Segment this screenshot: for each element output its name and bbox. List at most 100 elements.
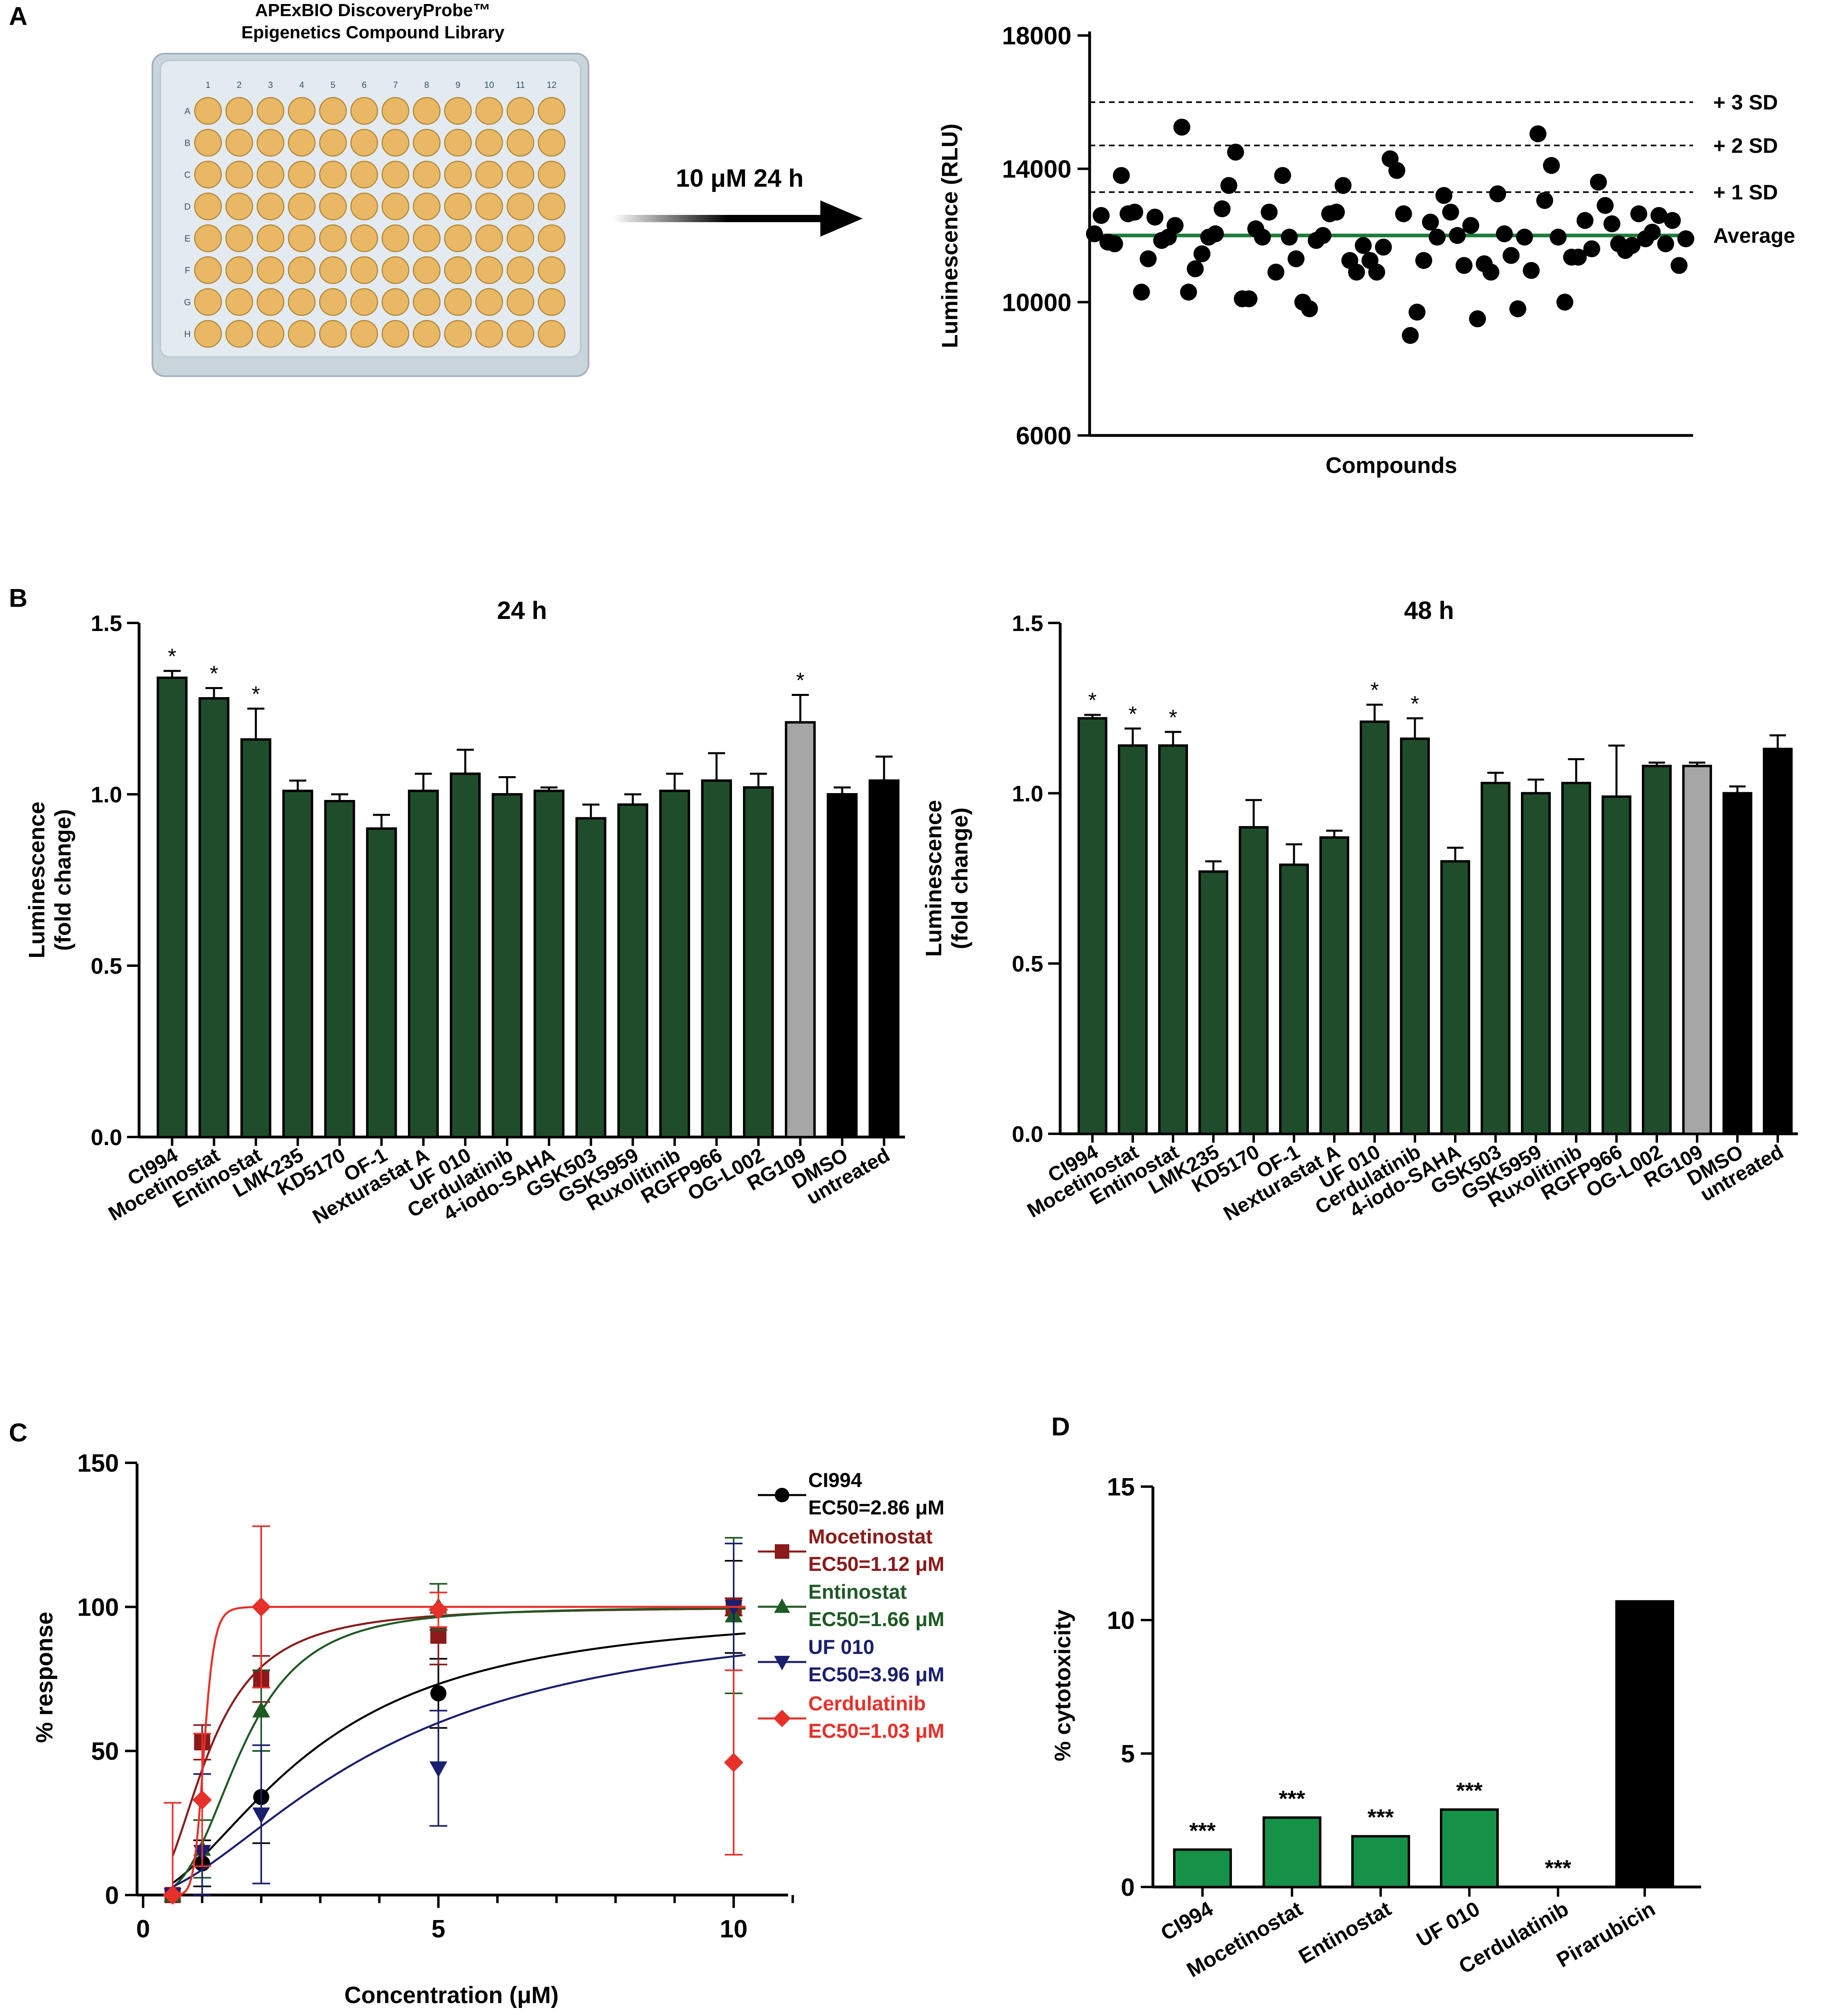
plate-well bbox=[225, 224, 253, 252]
data-point bbox=[1469, 310, 1486, 327]
data-point bbox=[1442, 204, 1459, 221]
data-point bbox=[252, 1807, 270, 1824]
plate-well bbox=[350, 256, 378, 284]
data-point bbox=[1422, 213, 1439, 231]
plate-well bbox=[381, 320, 410, 348]
plate-well bbox=[475, 97, 503, 125]
legend-name: Entinostat bbox=[808, 1581, 907, 1603]
data-point bbox=[1502, 247, 1520, 264]
plate-well bbox=[256, 192, 285, 221]
data-point bbox=[1106, 235, 1123, 252]
bar bbox=[491, 793, 523, 1138]
data-point bbox=[1193, 245, 1211, 262]
data-point bbox=[1677, 230, 1694, 248]
bar bbox=[868, 779, 900, 1138]
plate-well bbox=[319, 97, 347, 125]
panel-label-a: A bbox=[9, 2, 27, 31]
x-tick-label: Entinostat bbox=[1295, 1897, 1395, 1968]
data-point bbox=[1603, 215, 1621, 233]
legend-ec50: EC50=1.66 μM bbox=[808, 1608, 944, 1631]
y-tick-label: 50 bbox=[91, 1738, 119, 1766]
chart-title: 24 h bbox=[497, 597, 547, 625]
data-point bbox=[1435, 187, 1452, 204]
bar bbox=[1400, 737, 1430, 1135]
y-tick-label: 15 bbox=[1107, 1473, 1135, 1501]
plate-well bbox=[506, 129, 535, 157]
plate-well bbox=[413, 320, 441, 348]
reference-line-label: + 2 SD bbox=[1713, 134, 1778, 158]
data-point bbox=[1583, 240, 1600, 258]
plate-well bbox=[475, 320, 503, 348]
data-point bbox=[1408, 304, 1426, 321]
legend: CI994 EC50=2.86 μM Mocetinostat EC50=1.12 μ… bbox=[758, 1469, 944, 1742]
plate-well bbox=[538, 224, 566, 252]
plate-row-label: C bbox=[184, 170, 191, 180]
bar bbox=[449, 773, 481, 1138]
bar bbox=[743, 786, 774, 1138]
data-point bbox=[1086, 225, 1103, 242]
data-point bbox=[252, 1701, 270, 1718]
plate-well bbox=[444, 320, 472, 348]
bar bbox=[1158, 744, 1188, 1135]
y-axis-title: % cytotoxicity bbox=[1050, 1610, 1075, 1762]
data-point bbox=[1449, 227, 1466, 244]
chart-title: 48 h bbox=[1404, 597, 1454, 625]
bar bbox=[1351, 1835, 1410, 1889]
plate-well bbox=[444, 224, 472, 252]
data-point bbox=[1623, 237, 1641, 254]
plate-well bbox=[475, 224, 503, 252]
legend-name: CI994 bbox=[808, 1469, 862, 1491]
legend-ec50: EC50=1.03 μM bbox=[808, 1720, 944, 1742]
significance-label: *** bbox=[1545, 1855, 1571, 1881]
plate-well bbox=[256, 160, 285, 189]
data-point bbox=[1670, 257, 1688, 274]
y-axis-title-line1: Luminescence bbox=[921, 800, 946, 957]
plate-well bbox=[475, 129, 503, 157]
plate-well bbox=[194, 160, 222, 189]
bar bbox=[1481, 781, 1510, 1135]
plate-well bbox=[381, 256, 410, 284]
plate-title-line1: APExBIO DiscoveryProbe™ bbox=[255, 0, 491, 20]
legend-name: Cerdulatinib bbox=[808, 1692, 926, 1715]
y-tick-label: 0.0 bbox=[1012, 1121, 1043, 1147]
data-point bbox=[1455, 257, 1473, 274]
plate-well bbox=[475, 256, 503, 284]
significance-label: *** bbox=[1367, 1804, 1394, 1830]
plate-well bbox=[475, 288, 503, 316]
bar bbox=[366, 827, 397, 1138]
bar bbox=[198, 697, 230, 1138]
x-axis-title: Compounds bbox=[1325, 452, 1457, 478]
legend-name: UF 010 bbox=[808, 1636, 874, 1658]
y-tick-label: 0.0 bbox=[91, 1125, 122, 1150]
plate-well bbox=[319, 256, 347, 284]
plate-col-label: 3 bbox=[268, 80, 273, 90]
plate-title-line2: Epigenetics Compound Library bbox=[241, 23, 505, 42]
data-point bbox=[1207, 225, 1224, 242]
bar bbox=[1615, 1600, 1674, 1888]
plate-well bbox=[475, 160, 503, 189]
plate-col-label: 7 bbox=[393, 80, 398, 90]
data-point bbox=[1536, 192, 1553, 209]
bar bbox=[1521, 792, 1551, 1135]
data-point bbox=[1650, 207, 1668, 224]
data-point bbox=[1180, 283, 1197, 301]
plate-well bbox=[225, 320, 253, 348]
data-point bbox=[1126, 204, 1144, 221]
plate-well bbox=[413, 288, 441, 316]
series-uf-010 bbox=[164, 1543, 746, 1904]
y-tick-label: 6000 bbox=[1016, 422, 1071, 450]
legend-ec50: EC50=1.12 μM bbox=[808, 1553, 944, 1575]
bar bbox=[1239, 826, 1269, 1135]
plate-col-label: 11 bbox=[516, 80, 525, 90]
chart-a-luminescence-scatter: 6000 10000 14000 18000 Luminescence (RLU) Com… bbox=[937, 22, 1795, 478]
plate-well bbox=[350, 97, 378, 125]
arrow-label: 10 μM 24 h bbox=[676, 165, 803, 192]
bar bbox=[282, 789, 313, 1138]
series-ci994 bbox=[164, 1560, 746, 1903]
plate-well bbox=[288, 256, 316, 284]
data-point bbox=[1529, 125, 1547, 142]
plate-well bbox=[194, 320, 222, 348]
data-point bbox=[1281, 229, 1298, 246]
plate-well bbox=[319, 129, 347, 157]
y-tick-label: 1.0 bbox=[1012, 781, 1043, 806]
